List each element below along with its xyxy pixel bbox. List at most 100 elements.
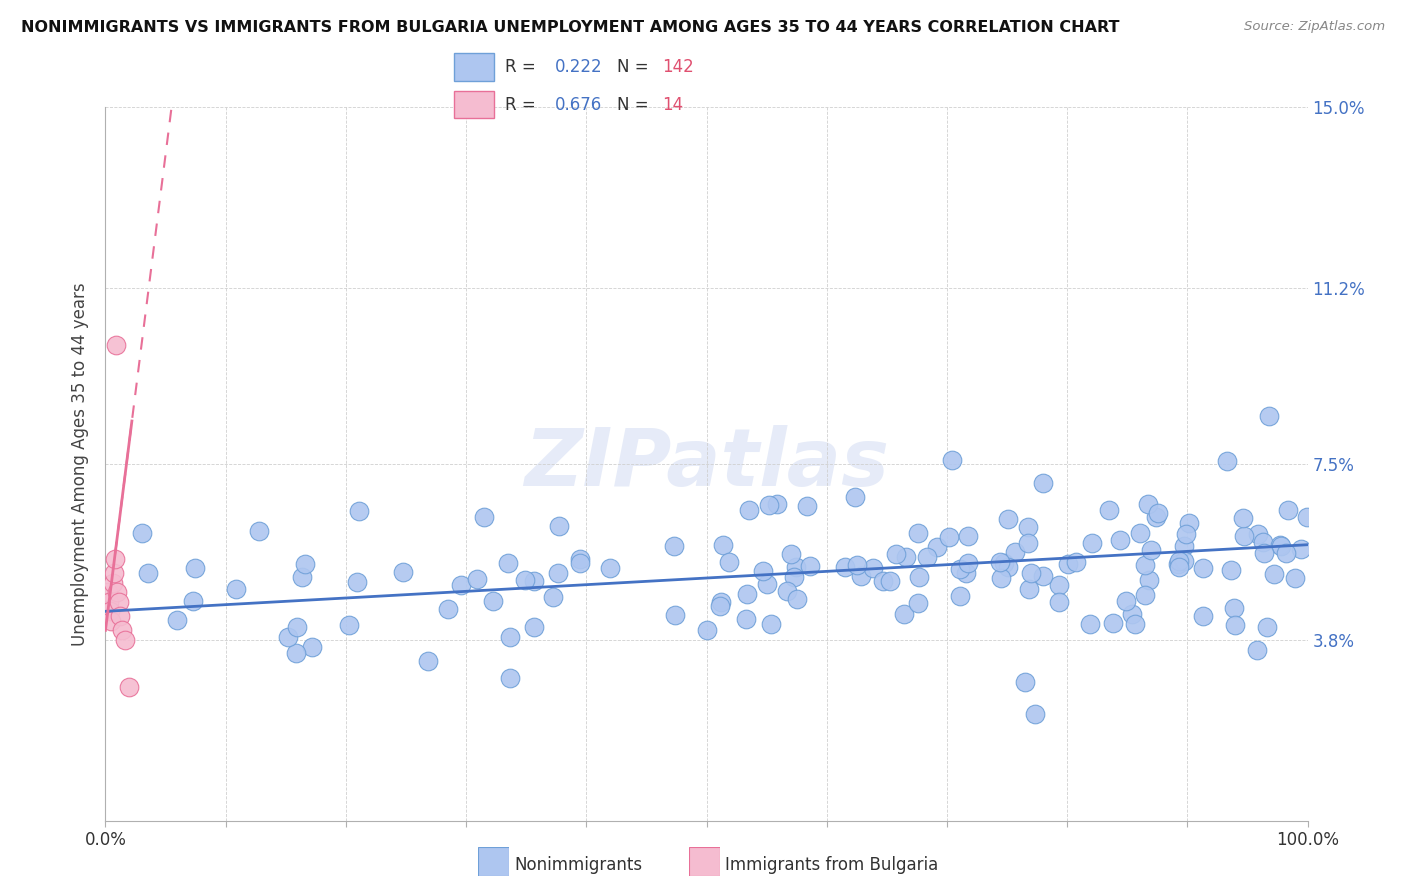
Point xyxy=(472,509,495,524)
Point xyxy=(1167,557,1189,571)
Point xyxy=(482,594,505,608)
Text: R =: R = xyxy=(505,58,541,76)
Point xyxy=(1173,554,1195,568)
Point xyxy=(107,595,129,609)
Point xyxy=(287,620,309,634)
Point xyxy=(131,525,153,540)
Point xyxy=(1253,534,1275,549)
Point xyxy=(104,552,127,566)
Point xyxy=(907,525,929,540)
Point xyxy=(98,604,121,618)
Point xyxy=(844,491,866,505)
Point xyxy=(1277,503,1299,517)
Text: 0.676: 0.676 xyxy=(555,95,603,114)
Point xyxy=(107,585,129,599)
Point xyxy=(347,504,370,518)
Text: Nonimmigrants: Nonimmigrants xyxy=(515,856,643,874)
Point xyxy=(1078,617,1101,632)
Point xyxy=(862,561,884,575)
Point xyxy=(181,593,204,607)
Point xyxy=(301,640,323,655)
Point xyxy=(908,569,931,583)
Point xyxy=(896,550,918,565)
Text: 0.222: 0.222 xyxy=(555,58,603,76)
Point xyxy=(1246,643,1268,657)
Point xyxy=(756,577,779,591)
Point xyxy=(1232,511,1254,525)
Point xyxy=(1109,533,1132,547)
Point xyxy=(1275,547,1298,561)
Point xyxy=(957,557,980,571)
Point xyxy=(1024,706,1046,721)
Point xyxy=(547,566,569,580)
Point xyxy=(100,614,122,628)
Point xyxy=(1014,675,1036,690)
Point xyxy=(1047,595,1070,609)
Point xyxy=(1133,558,1156,573)
Point xyxy=(1080,536,1102,550)
Point xyxy=(1098,503,1121,517)
Point xyxy=(711,538,734,552)
Text: R =: R = xyxy=(505,95,541,114)
Point xyxy=(949,561,972,575)
Point xyxy=(391,566,413,580)
Point xyxy=(114,632,136,647)
Text: N =: N = xyxy=(617,95,659,114)
Bar xyxy=(454,91,494,119)
Point xyxy=(498,631,520,645)
Point xyxy=(915,550,938,565)
Point xyxy=(1168,554,1191,568)
Point xyxy=(97,585,120,599)
Point xyxy=(884,547,907,561)
Point xyxy=(108,609,131,624)
Point xyxy=(98,595,121,609)
Point xyxy=(1258,409,1281,424)
Point xyxy=(941,452,963,467)
Point xyxy=(1253,546,1275,560)
Point xyxy=(1019,566,1042,581)
Point xyxy=(1032,569,1054,583)
Point xyxy=(783,570,806,584)
Point xyxy=(758,498,780,512)
Point xyxy=(1144,510,1167,524)
Text: Source: ZipAtlas.com: Source: ZipAtlas.com xyxy=(1244,20,1385,33)
Point xyxy=(569,551,592,566)
Point xyxy=(337,617,360,632)
Point xyxy=(1270,540,1292,554)
Point xyxy=(498,556,520,570)
Point xyxy=(1232,529,1254,543)
Point xyxy=(776,583,799,598)
Text: ZIPatlas: ZIPatlas xyxy=(524,425,889,503)
Point xyxy=(291,569,314,583)
Point xyxy=(1289,541,1312,556)
Point xyxy=(796,499,818,513)
Point xyxy=(1004,544,1026,558)
Point xyxy=(1135,588,1157,602)
Point xyxy=(1140,543,1163,558)
Point xyxy=(465,572,488,586)
Point xyxy=(997,511,1019,525)
Point xyxy=(845,558,868,573)
Point xyxy=(1192,560,1215,574)
Point xyxy=(1123,617,1146,632)
Point xyxy=(1047,577,1070,591)
Point xyxy=(547,519,569,533)
Point xyxy=(997,559,1019,574)
Point xyxy=(851,569,873,583)
Point xyxy=(1246,527,1268,541)
Point xyxy=(1167,560,1189,574)
Point xyxy=(893,607,915,621)
Point xyxy=(1102,615,1125,630)
Point xyxy=(101,575,124,590)
Point xyxy=(1032,475,1054,490)
Point xyxy=(1256,620,1278,634)
Point xyxy=(799,558,821,573)
Point xyxy=(664,539,686,553)
Point xyxy=(166,613,188,627)
Point xyxy=(786,592,808,607)
Point xyxy=(957,529,980,543)
Point xyxy=(1017,520,1039,534)
Point xyxy=(1263,567,1285,582)
Point xyxy=(1284,571,1306,585)
Point xyxy=(1175,527,1198,541)
